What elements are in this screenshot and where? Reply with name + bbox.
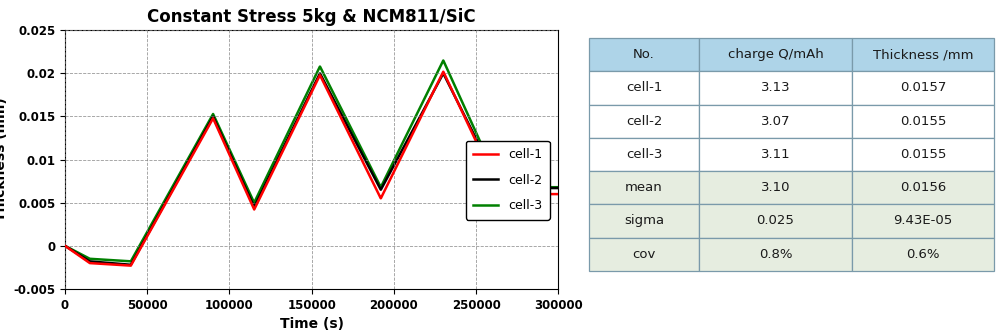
FancyBboxPatch shape	[699, 204, 852, 238]
FancyBboxPatch shape	[699, 38, 852, 71]
cell-1	[59, 244, 71, 248]
Text: 0.0157: 0.0157	[900, 81, 946, 94]
Text: cell-3: cell-3	[626, 148, 662, 161]
cell-2	[248, 205, 260, 209]
Line: cell-1: cell-1	[65, 72, 558, 266]
cell-3	[552, 185, 564, 189]
cell-3	[125, 259, 137, 263]
cell-1	[270, 163, 282, 167]
Text: 3.07: 3.07	[761, 115, 790, 128]
Text: 0.0156: 0.0156	[900, 181, 946, 194]
FancyBboxPatch shape	[589, 204, 699, 238]
Text: 3.11: 3.11	[761, 148, 790, 161]
Text: 0.8%: 0.8%	[759, 248, 792, 261]
Text: charge Q/mAh: charge Q/mAh	[728, 48, 823, 61]
cell-1	[248, 207, 260, 211]
Text: 0.0155: 0.0155	[900, 148, 946, 161]
cell-2	[490, 176, 502, 180]
Text: cov: cov	[632, 248, 656, 261]
cell-3	[115, 259, 127, 263]
Text: 3.13: 3.13	[761, 81, 790, 94]
FancyBboxPatch shape	[589, 38, 699, 71]
FancyBboxPatch shape	[852, 138, 994, 171]
FancyBboxPatch shape	[589, 71, 699, 104]
cell-1	[437, 70, 449, 74]
cell-1	[490, 181, 502, 185]
Text: No.: No.	[633, 48, 655, 61]
cell-2	[115, 262, 127, 266]
cell-2	[437, 72, 449, 76]
FancyBboxPatch shape	[699, 138, 852, 171]
cell-2	[59, 244, 71, 248]
Y-axis label: Thickness (mm): Thickness (mm)	[0, 98, 8, 221]
FancyBboxPatch shape	[589, 238, 699, 271]
cell-3	[437, 58, 449, 62]
FancyBboxPatch shape	[699, 104, 852, 138]
cell-3	[145, 224, 157, 228]
cell-3	[59, 244, 71, 248]
FancyBboxPatch shape	[852, 104, 994, 138]
cell-2	[270, 161, 282, 165]
cell-1	[125, 264, 137, 268]
Text: 0.025: 0.025	[757, 214, 794, 227]
cell-2	[145, 227, 157, 231]
Text: 0.6%: 0.6%	[906, 248, 940, 261]
Text: mean: mean	[625, 181, 663, 194]
cell-1	[543, 192, 555, 196]
FancyBboxPatch shape	[852, 71, 994, 104]
Title: Constant Stress 5kg & NCM811/SiC: Constant Stress 5kg & NCM811/SiC	[147, 8, 476, 26]
Line: cell-3: cell-3	[65, 60, 558, 261]
FancyBboxPatch shape	[589, 138, 699, 171]
Text: 0.0155: 0.0155	[900, 115, 946, 128]
cell-1	[115, 263, 127, 267]
X-axis label: Time (s): Time (s)	[280, 317, 344, 331]
cell-1	[552, 192, 564, 196]
FancyBboxPatch shape	[699, 238, 852, 271]
Text: 9.43E-05: 9.43E-05	[894, 214, 953, 227]
FancyBboxPatch shape	[589, 171, 699, 204]
Text: cell-2: cell-2	[626, 115, 662, 128]
FancyBboxPatch shape	[699, 71, 852, 104]
FancyBboxPatch shape	[852, 204, 994, 238]
cell-2	[552, 186, 564, 190]
FancyBboxPatch shape	[699, 171, 852, 204]
FancyBboxPatch shape	[852, 171, 994, 204]
cell-2	[543, 186, 555, 190]
cell-3	[490, 174, 502, 178]
Text: cell-1: cell-1	[626, 81, 662, 94]
Text: 3.10: 3.10	[761, 181, 790, 194]
cell-3	[270, 156, 282, 160]
cell-2	[125, 263, 137, 267]
Line: cell-2: cell-2	[65, 74, 558, 265]
cell-3	[248, 200, 260, 204]
Legend: cell-1, cell-2, cell-3: cell-1, cell-2, cell-3	[466, 141, 550, 220]
cell-3	[543, 185, 555, 189]
cell-1	[145, 228, 157, 232]
FancyBboxPatch shape	[852, 238, 994, 271]
FancyBboxPatch shape	[852, 38, 994, 71]
FancyBboxPatch shape	[589, 104, 699, 138]
Text: sigma: sigma	[624, 214, 664, 227]
Text: Thickness /mm: Thickness /mm	[873, 48, 973, 61]
